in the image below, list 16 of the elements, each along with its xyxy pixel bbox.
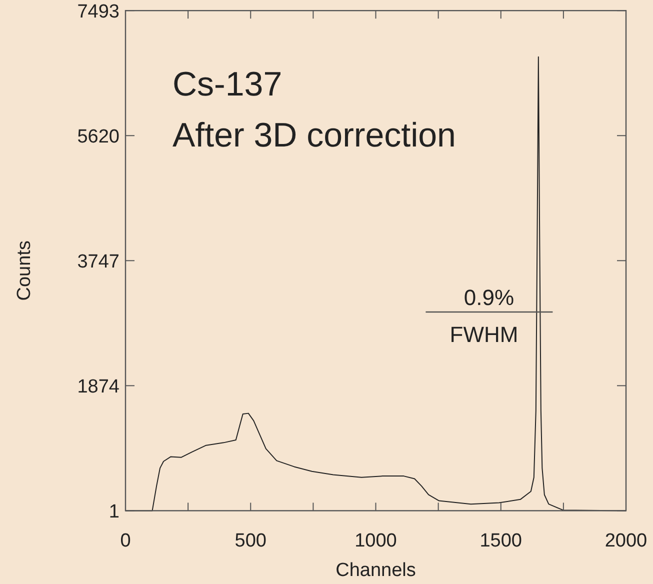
y-tick-label: 5620 <box>77 126 120 148</box>
y-tick-label: 7493 <box>77 2 120 23</box>
annotation: FWHM <box>450 322 518 347</box>
x-tick-label: 1000 <box>354 530 397 552</box>
y-tick-label: 1 <box>108 502 120 523</box>
annotation: After 3D correction <box>172 116 456 155</box>
x-tick-label: 2000 <box>604 530 648 552</box>
y-axis-title: Counts <box>14 240 35 301</box>
x-tick-label: 0 <box>120 530 131 552</box>
y-tick-label: 1874 <box>77 376 120 398</box>
annotation: Cs-137 <box>172 66 282 104</box>
x-tick-label: 500 <box>234 530 266 552</box>
y-tick-label: 3747 <box>77 252 120 273</box>
annotation: 0.9% <box>464 285 514 310</box>
x-axis-title: Channels <box>336 560 416 581</box>
x-tick-label: 1500 <box>480 530 522 552</box>
